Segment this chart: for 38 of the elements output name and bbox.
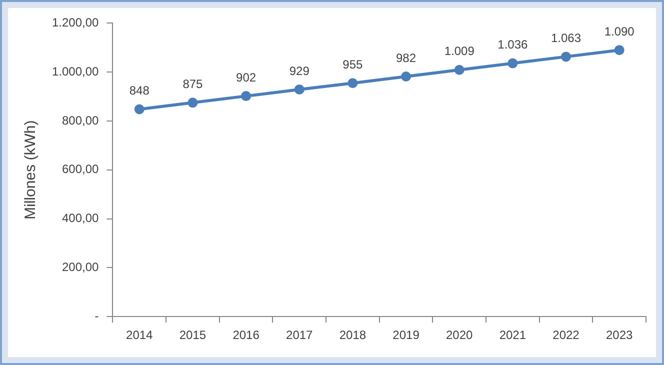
- point: [348, 78, 358, 88]
- y-tick-label: 800,00: [62, 113, 100, 128]
- x-tick-label: 2018: [339, 328, 366, 342]
- point: [454, 64, 464, 75]
- x-tick-label: 2022: [552, 328, 580, 342]
- data-label: 848: [129, 84, 150, 98]
- x-tick-label: 2023: [606, 328, 634, 342]
- x-tick-label: 2019: [392, 328, 420, 342]
- data-label: 982: [396, 50, 416, 65]
- data-label: 1.090: [604, 24, 635, 38]
- x-tick-label: 2021: [499, 328, 526, 342]
- x-tick-label: 2014: [126, 328, 154, 342]
- x-tick-label: 2015: [179, 328, 206, 342]
- point: [401, 72, 412, 82]
- y-tick-label: 400,00: [62, 211, 100, 226]
- x-tick-label: 2017: [286, 328, 314, 342]
- x-tick-label: 2020: [446, 328, 474, 342]
- y-tick-label: -: [94, 308, 99, 323]
- point: [294, 84, 304, 94]
- data-label: 902: [236, 70, 256, 84]
- y-tick-label: 1.200,00: [52, 16, 100, 30]
- data-label: 1.063: [550, 31, 582, 46]
- point: [614, 45, 624, 56]
- y-tick-label: 200,00: [62, 260, 100, 274]
- data-label: 955: [342, 57, 364, 72]
- y-axis-title: Millones (kWh): [22, 120, 40, 220]
- y-tick-label: 600,00: [62, 162, 100, 176]
- point: [134, 104, 144, 114]
- data-label: 875: [182, 76, 204, 91]
- point: [241, 91, 252, 102]
- data-label: 1.036: [498, 38, 528, 52]
- point: [188, 98, 198, 108]
- x-tick-label: 2016: [232, 328, 260, 342]
- data-label: 1.009: [444, 44, 475, 58]
- point: [508, 58, 518, 68]
- y-tick-label: 1.000,00: [52, 64, 100, 78]
- data-label: 929: [289, 64, 310, 78]
- point: [561, 52, 572, 62]
